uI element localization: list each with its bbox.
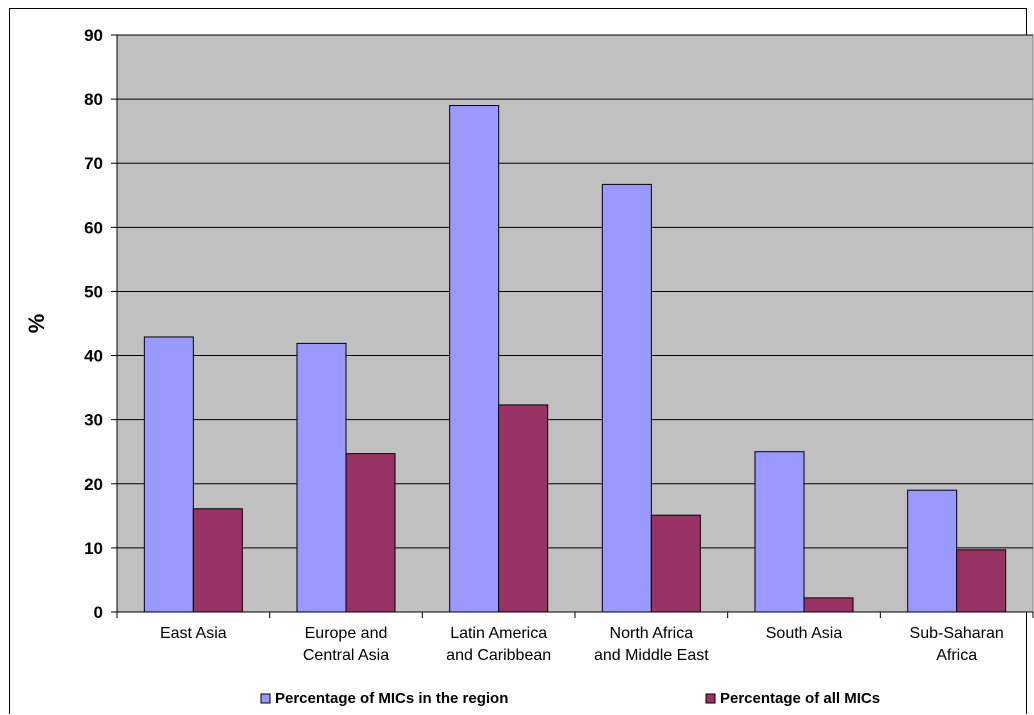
y-tick-label: 50: [84, 282, 103, 301]
y-tick-label: 20: [84, 475, 103, 494]
x-tick-label: Africa: [936, 647, 977, 664]
x-tick-label: and Middle East: [594, 647, 709, 664]
legend-label: Percentage of all MICs: [720, 690, 880, 707]
bar: [143, 336, 194, 613]
x-tick-label: Sub-Saharan: [910, 625, 1004, 642]
x-tick-label: East Asia: [160, 625, 227, 642]
bar: [192, 508, 243, 613]
plot-area: [116, 34, 1034, 613]
bar: [449, 105, 500, 613]
x-tick-label: Latin America: [450, 625, 547, 642]
y-tick-label: 70: [84, 154, 103, 173]
y-tick-label: 40: [84, 347, 103, 366]
bar: [296, 342, 347, 613]
x-tick-label: North Africa: [610, 625, 694, 642]
legend-swatch: [260, 693, 271, 704]
x-tick-label: Europe and: [305, 625, 388, 642]
legend-swatch: [705, 693, 716, 704]
y-tick-label: 60: [84, 218, 103, 237]
legend-label: Percentage of MICs in the region: [275, 690, 508, 707]
y-tick-label: 80: [84, 90, 103, 109]
bar: [956, 549, 1007, 613]
bar: [650, 514, 701, 613]
x-tick-label: and Caribbean: [446, 647, 551, 664]
y-tick-label: 10: [84, 539, 103, 558]
y-tick-label: 30: [84, 411, 103, 430]
bar: [601, 183, 652, 613]
bar: [498, 404, 549, 613]
bar: [907, 489, 958, 613]
y-tick-label: 0: [94, 603, 103, 622]
bar: [754, 451, 805, 613]
bar: [345, 453, 396, 613]
x-tick-label: Central Asia: [303, 647, 389, 664]
x-tick-label: South Asia: [766, 625, 843, 642]
bar: [803, 597, 854, 613]
y-tick-label: 90: [84, 26, 103, 45]
y-axis-title: %: [24, 314, 49, 334]
